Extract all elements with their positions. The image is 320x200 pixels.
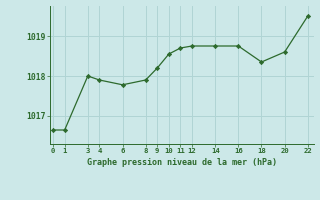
X-axis label: Graphe pression niveau de la mer (hPa): Graphe pression niveau de la mer (hPa) [87,158,276,167]
